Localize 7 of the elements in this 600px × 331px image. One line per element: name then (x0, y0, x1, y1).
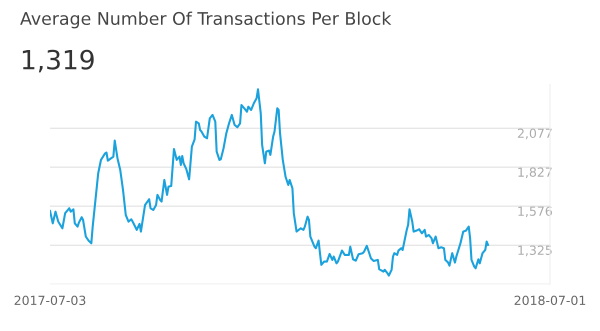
y-tick-label: 1,325 (518, 245, 552, 256)
chart-subtitle: 1,319 (22, 50, 94, 72)
y-tick-label: 1,576 (518, 206, 552, 218)
chart-title: Average Number Of Transactions Per Block (20, 12, 392, 28)
x-tick-label: 2018-07-01 (514, 296, 586, 306)
x-tick-label: 2017-07-03 (14, 296, 86, 306)
y-tick-label: 1,827 (518, 167, 552, 178)
